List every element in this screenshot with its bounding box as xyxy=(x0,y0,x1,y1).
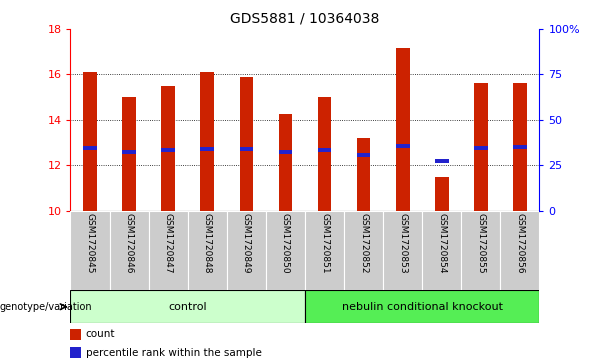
Bar xyxy=(357,138,370,211)
Bar xyxy=(266,211,305,294)
Bar xyxy=(344,211,383,294)
Bar xyxy=(357,153,370,157)
Bar xyxy=(435,176,449,211)
Text: GSM1720845: GSM1720845 xyxy=(86,213,94,274)
Bar xyxy=(122,97,136,211)
Text: GSM1720851: GSM1720851 xyxy=(320,213,329,274)
Text: percentile rank within the sample: percentile rank within the sample xyxy=(85,348,261,358)
Text: GSM1720850: GSM1720850 xyxy=(281,213,290,274)
Text: GSM1720855: GSM1720855 xyxy=(476,213,485,274)
Bar xyxy=(161,148,175,152)
Bar xyxy=(278,150,292,154)
Bar xyxy=(513,145,527,149)
Bar xyxy=(70,347,81,358)
Text: genotype/variation: genotype/variation xyxy=(0,302,93,312)
Bar xyxy=(396,144,409,148)
Bar xyxy=(70,211,110,294)
Bar xyxy=(149,211,188,294)
Bar xyxy=(110,211,149,294)
Bar xyxy=(70,290,305,323)
Bar xyxy=(83,146,97,150)
Text: GSM1720847: GSM1720847 xyxy=(164,213,173,274)
Bar xyxy=(161,86,175,211)
Bar xyxy=(396,48,409,211)
Text: count: count xyxy=(85,329,115,339)
Text: GSM1720856: GSM1720856 xyxy=(516,213,524,274)
Text: GSM1720846: GSM1720846 xyxy=(124,213,134,274)
Bar xyxy=(474,146,488,150)
Bar xyxy=(474,83,488,211)
Title: GDS5881 / 10364038: GDS5881 / 10364038 xyxy=(230,11,379,25)
Bar xyxy=(70,329,81,340)
Text: GSM1720852: GSM1720852 xyxy=(359,213,368,274)
Bar xyxy=(435,159,449,163)
Bar xyxy=(462,211,500,294)
Bar xyxy=(122,150,136,154)
Bar xyxy=(240,147,253,151)
Bar xyxy=(318,148,332,152)
Bar xyxy=(188,211,227,294)
Bar xyxy=(227,211,266,294)
Text: GSM1720854: GSM1720854 xyxy=(437,213,446,274)
Bar xyxy=(513,83,527,211)
Bar xyxy=(278,114,292,211)
Bar xyxy=(200,72,214,211)
Bar xyxy=(305,211,344,294)
Bar xyxy=(240,77,253,211)
Bar xyxy=(318,97,332,211)
Bar xyxy=(422,211,462,294)
Text: control: control xyxy=(169,302,207,312)
Text: nebulin conditional knockout: nebulin conditional knockout xyxy=(341,302,503,312)
Text: GSM1720853: GSM1720853 xyxy=(398,213,407,274)
Bar xyxy=(500,211,539,294)
Bar xyxy=(200,147,214,151)
Bar xyxy=(83,72,97,211)
Text: GSM1720849: GSM1720849 xyxy=(242,213,251,274)
Bar xyxy=(305,290,539,323)
Text: GSM1720848: GSM1720848 xyxy=(203,213,211,274)
Bar xyxy=(383,211,422,294)
